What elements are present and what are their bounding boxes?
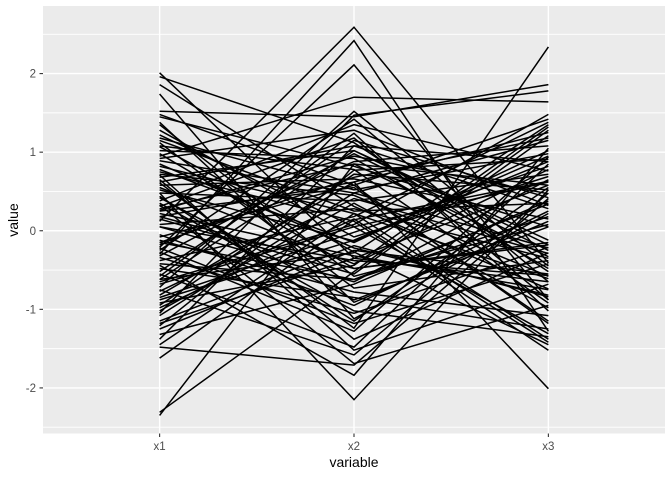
data-line xyxy=(159,168,549,265)
data-line xyxy=(159,163,549,348)
data-line xyxy=(159,200,549,336)
data-line xyxy=(159,202,549,338)
data-line xyxy=(159,192,549,317)
data-line xyxy=(159,197,549,366)
data-line xyxy=(159,137,549,301)
data-line xyxy=(159,179,549,283)
data-line xyxy=(159,63,549,301)
data-line xyxy=(159,116,549,228)
y-tick-label: 1 xyxy=(30,147,36,159)
data-line xyxy=(159,197,549,301)
data-line xyxy=(159,249,549,330)
data-line xyxy=(159,173,549,202)
data-line xyxy=(159,186,549,322)
data-line xyxy=(159,90,549,314)
y-tick-label: -1 xyxy=(26,304,36,316)
data-line xyxy=(159,212,549,346)
data-line xyxy=(159,137,549,244)
data-line xyxy=(159,129,549,413)
data-line xyxy=(159,192,549,356)
data-line xyxy=(159,145,549,183)
data-line xyxy=(159,149,549,281)
data-line xyxy=(159,163,549,210)
data-line xyxy=(159,126,549,304)
y-tick-label: 2 xyxy=(30,69,36,81)
data-line xyxy=(159,247,549,325)
data-line xyxy=(159,155,549,301)
data-line xyxy=(159,165,549,299)
data-line xyxy=(159,163,549,296)
x-tick-label: x2 xyxy=(348,441,360,453)
data-line xyxy=(159,118,549,283)
x-tick-label: x3 xyxy=(542,441,554,453)
x-axis-title: variable xyxy=(329,454,379,470)
data-line xyxy=(159,197,549,292)
data-line xyxy=(159,113,549,186)
data-line xyxy=(159,215,549,281)
data-line xyxy=(159,139,549,212)
x-tick-label: x1 xyxy=(154,441,166,453)
data-line xyxy=(159,124,549,281)
data-line xyxy=(159,137,549,191)
data-line xyxy=(159,121,549,262)
data-line xyxy=(159,179,549,341)
data-line xyxy=(159,83,549,290)
data-line xyxy=(159,96,549,157)
y-tick-label: 0 xyxy=(30,226,36,238)
data-line xyxy=(159,124,549,278)
data-line xyxy=(159,145,549,304)
data-line xyxy=(159,218,549,343)
data-line xyxy=(159,173,549,277)
data-line xyxy=(159,131,549,296)
data-line xyxy=(159,181,549,285)
y-axis-title: value xyxy=(5,203,21,237)
data-line xyxy=(159,152,549,257)
y-tick-label: -2 xyxy=(26,383,36,395)
data-line xyxy=(159,215,549,270)
data-line xyxy=(159,83,549,118)
